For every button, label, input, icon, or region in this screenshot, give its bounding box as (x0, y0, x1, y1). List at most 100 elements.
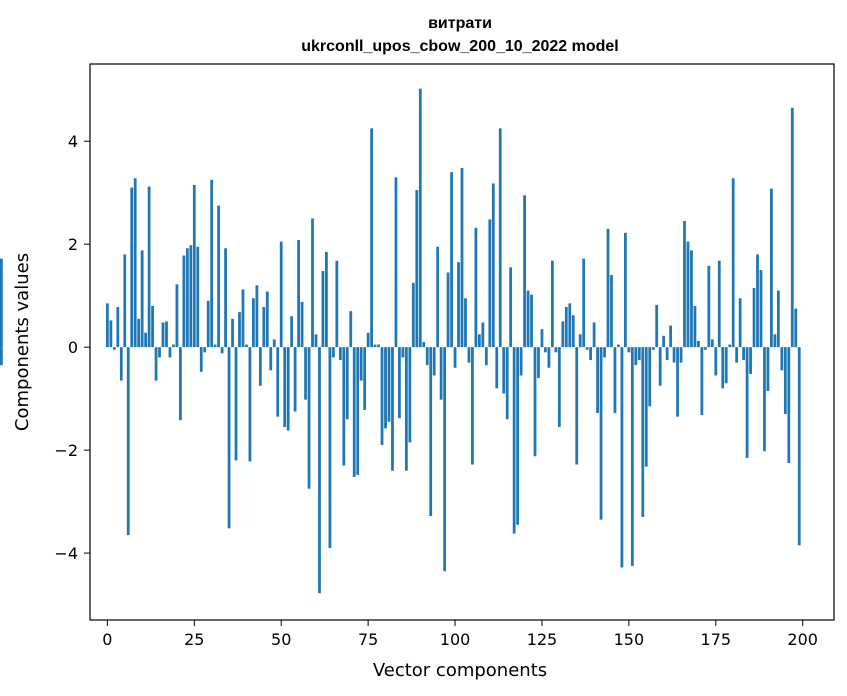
bar (512, 347, 516, 534)
bar (140, 250, 144, 348)
bar (526, 290, 530, 348)
bar (783, 347, 787, 415)
bar (697, 340, 700, 348)
bar (248, 347, 252, 462)
bar (582, 258, 586, 348)
bar (231, 318, 234, 348)
bar (669, 325, 672, 348)
bar (411, 282, 415, 348)
bar (575, 347, 579, 465)
bar (637, 347, 641, 361)
bar (196, 246, 200, 348)
bar (227, 347, 231, 529)
bar (766, 347, 770, 391)
bar (408, 347, 412, 443)
bar (453, 347, 457, 368)
bar (425, 347, 429, 366)
bar (641, 347, 645, 518)
bar (398, 347, 401, 419)
bar (185, 248, 189, 348)
x-tick-label: 100 (440, 630, 471, 649)
bar (707, 265, 711, 348)
bar (297, 240, 300, 348)
bar (363, 347, 367, 410)
bar (238, 312, 241, 348)
bar (589, 347, 593, 361)
bar (551, 260, 554, 348)
bar (168, 347, 172, 358)
bar (763, 347, 766, 452)
bar (745, 347, 749, 458)
bar (206, 300, 210, 348)
plot-frame (89, 63, 835, 621)
bar (484, 347, 488, 366)
bar (450, 172, 453, 348)
x-tick-label: 50 (271, 630, 291, 649)
bar (283, 347, 287, 427)
bar (415, 190, 419, 348)
bar (119, 347, 123, 381)
bar (564, 306, 568, 348)
bar (147, 186, 151, 348)
bar (703, 347, 707, 350)
bar (418, 88, 422, 348)
bar (794, 308, 798, 348)
bar (540, 329, 544, 348)
bar (179, 347, 182, 421)
bar (568, 303, 572, 348)
bar (370, 128, 373, 348)
bar (377, 344, 380, 348)
bar (432, 347, 436, 376)
bar (349, 311, 353, 348)
bar (311, 218, 314, 348)
bar (252, 298, 255, 348)
bar (234, 347, 238, 461)
bar (262, 306, 266, 348)
bar (676, 347, 679, 417)
bar (752, 287, 756, 348)
bar (773, 334, 777, 348)
bar (446, 272, 450, 348)
bar-series (0, 88, 801, 594)
bar (658, 347, 662, 386)
bar (318, 347, 321, 594)
y-tick-label: −4 (54, 544, 78, 563)
bar (634, 347, 638, 366)
bar (300, 301, 304, 348)
bar (700, 347, 704, 416)
bar (245, 344, 248, 348)
bar (606, 228, 610, 348)
bar (338, 347, 342, 361)
bar (731, 178, 735, 348)
bar (488, 219, 492, 348)
y-axis-label: Components values (12, 253, 33, 431)
bar (123, 254, 127, 348)
bar (471, 347, 474, 465)
bar (693, 305, 697, 348)
bar (293, 347, 297, 412)
bar (627, 347, 631, 353)
bar (391, 347, 394, 471)
bar (307, 347, 311, 489)
bar (544, 347, 547, 353)
bar (613, 347, 617, 414)
bar (460, 167, 464, 348)
bar (224, 248, 227, 348)
bar (714, 347, 718, 376)
bar (797, 347, 801, 546)
bar (787, 347, 791, 463)
bar (533, 347, 537, 457)
bar (648, 347, 652, 407)
bar (721, 347, 725, 389)
bar (213, 344, 217, 348)
bar (481, 322, 485, 348)
bar (464, 298, 467, 348)
x-axis-ticks: 0 25 50 75 100 125 150 175 200 (102, 620, 818, 649)
bar (404, 347, 408, 471)
chart-title: витрати (428, 15, 492, 32)
y-tick-label: 4 (68, 132, 78, 151)
bar (220, 347, 224, 354)
bar (756, 254, 759, 348)
bar (735, 347, 739, 363)
bar (728, 344, 732, 348)
